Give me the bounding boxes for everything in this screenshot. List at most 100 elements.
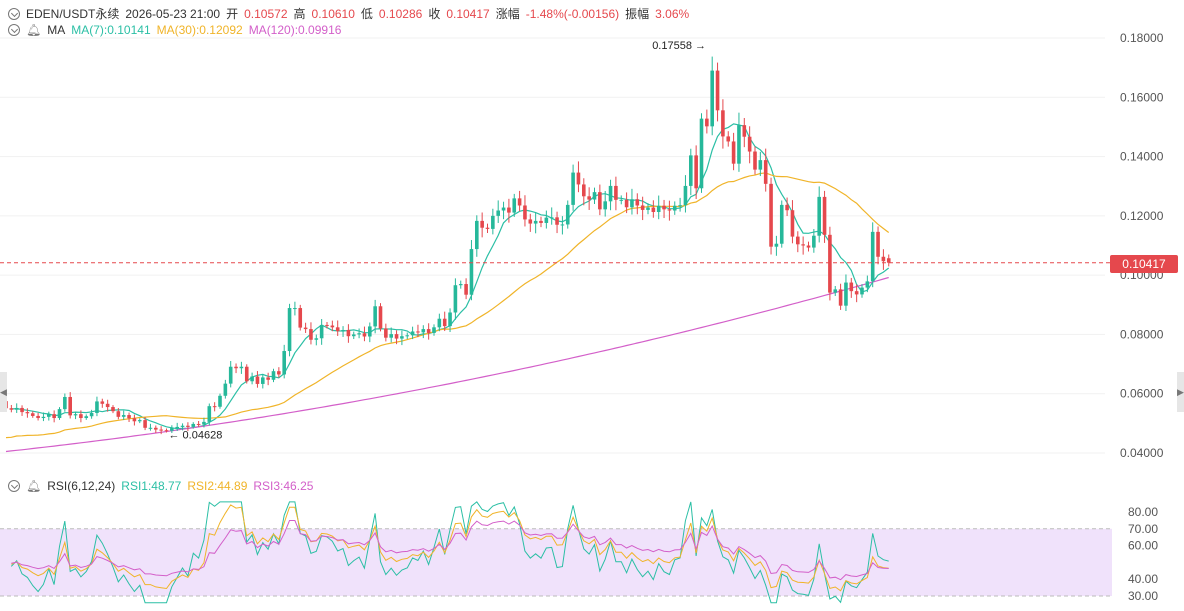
scroll-right-icon[interactable]: ▶ xyxy=(1177,372,1184,412)
candle-body xyxy=(683,185,688,206)
candle xyxy=(886,254,891,267)
candle xyxy=(132,414,137,426)
candle xyxy=(319,319,324,345)
candle-body xyxy=(303,327,308,330)
rsi-bell-icon[interactable]: 🔔︎ xyxy=(26,479,42,493)
candle xyxy=(9,404,14,413)
candle-body xyxy=(763,160,768,184)
bell-icon[interactable]: 🔔︎ xyxy=(26,23,42,37)
candle-body xyxy=(544,217,549,223)
candle-body xyxy=(14,407,19,410)
scroll-left-icon[interactable]: ◀ xyxy=(0,372,7,412)
candle xyxy=(127,412,131,422)
candle-body xyxy=(111,407,115,412)
candle-body xyxy=(368,326,372,337)
candle xyxy=(373,299,377,334)
candle-body xyxy=(137,420,142,422)
collapse-ma-icon[interactable] xyxy=(8,24,20,36)
rsi-name[interactable]: RSI(6,12,24) xyxy=(47,479,116,493)
candle xyxy=(277,367,281,378)
candle-body xyxy=(753,151,757,170)
candle-body xyxy=(475,220,479,250)
collapse-toggle-icon[interactable] xyxy=(8,7,20,20)
candle-body xyxy=(555,217,559,225)
datetime-label: 2026-05-23 21:00 xyxy=(125,6,221,21)
candle-body xyxy=(624,199,629,208)
candle xyxy=(614,176,618,211)
candle-body xyxy=(207,406,212,422)
candle-body xyxy=(812,235,816,248)
candle xyxy=(159,426,163,435)
candle xyxy=(309,322,313,345)
candle-body xyxy=(747,136,752,152)
candle-body xyxy=(656,205,661,213)
candle xyxy=(833,285,838,296)
candle-body xyxy=(30,413,35,416)
candle-body xyxy=(630,199,634,208)
candle-body xyxy=(394,334,399,339)
candle-body xyxy=(844,282,848,306)
candle xyxy=(624,192,629,214)
candle xyxy=(672,201,677,215)
candle-body xyxy=(362,333,367,337)
candle xyxy=(683,175,688,213)
candle xyxy=(721,99,725,149)
candle-body xyxy=(20,407,24,413)
candle xyxy=(314,334,319,346)
candle xyxy=(175,422,179,431)
candle-body xyxy=(731,141,736,164)
candle-body xyxy=(73,414,78,416)
candle xyxy=(801,236,805,255)
candle xyxy=(432,324,436,336)
candle xyxy=(111,405,115,414)
candle xyxy=(475,215,479,257)
candle-body xyxy=(785,204,789,211)
candle xyxy=(726,131,731,147)
rsi2-legend: RSI2:44.89 xyxy=(187,479,248,493)
candle-body xyxy=(587,196,591,200)
candle-body xyxy=(453,285,458,313)
candle xyxy=(699,113,704,193)
ma-name[interactable]: MA xyxy=(47,23,66,37)
candle xyxy=(266,372,270,386)
candle-body xyxy=(549,217,554,219)
price-tick-label: 0.06000 xyxy=(1120,387,1164,401)
candle-body xyxy=(89,412,94,417)
candle-body xyxy=(651,207,656,213)
candle-body xyxy=(662,205,666,210)
candle-body xyxy=(817,196,821,236)
amplitude-label: 振幅 xyxy=(625,7,650,21)
candle xyxy=(351,331,356,340)
candle-body xyxy=(154,427,158,430)
candle-body xyxy=(710,70,714,127)
candle xyxy=(630,188,634,215)
candle-body xyxy=(63,396,67,410)
candle xyxy=(785,197,789,217)
candle xyxy=(560,216,565,235)
candle xyxy=(170,425,174,434)
candle-body xyxy=(790,210,795,237)
candle-body xyxy=(271,371,276,380)
candle-body xyxy=(876,231,880,257)
candle xyxy=(817,186,821,243)
candle xyxy=(812,229,816,253)
candle-body xyxy=(116,411,121,417)
low-annotation: ← 0.04628 xyxy=(169,429,223,441)
candle-body xyxy=(127,415,131,419)
candle xyxy=(491,208,495,235)
candle xyxy=(598,184,602,216)
candle-body xyxy=(298,308,303,328)
candle xyxy=(68,392,72,419)
candle xyxy=(469,240,474,301)
candle xyxy=(30,411,35,418)
candle-body xyxy=(635,199,640,206)
candle xyxy=(582,178,586,206)
candle-body xyxy=(52,414,56,419)
candle-body xyxy=(742,125,747,137)
candle xyxy=(592,187,597,205)
candle xyxy=(207,403,212,426)
candle xyxy=(14,403,19,413)
candle xyxy=(646,203,650,215)
collapse-rsi-icon[interactable] xyxy=(8,480,20,492)
